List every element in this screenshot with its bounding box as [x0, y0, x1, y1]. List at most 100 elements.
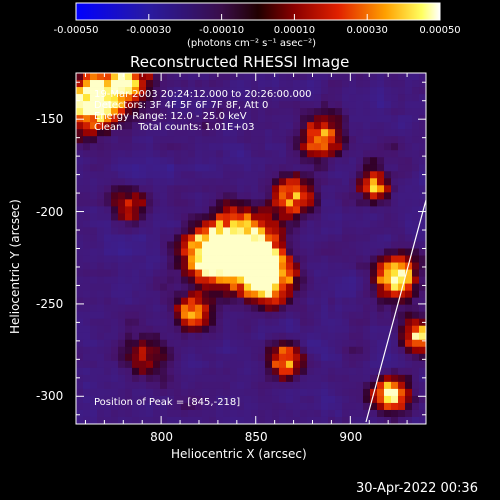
- image-pixel: [272, 115, 280, 123]
- image-pixel: [286, 409, 294, 418]
- image-pixel: [153, 318, 161, 327]
- image-pixel: [398, 339, 406, 348]
- image-pixel: [314, 143, 322, 151]
- image-pixel: [237, 129, 245, 137]
- image-pixel: [237, 143, 245, 151]
- overlay-energy: Energy Range: 12.0 - 25.0 keV: [94, 111, 247, 122]
- image-pixel: [300, 192, 308, 200]
- image-pixel: [111, 199, 119, 207]
- image-pixel: [125, 185, 133, 193]
- image-pixel: [321, 164, 329, 172]
- image-pixel: [342, 227, 350, 235]
- image-pixel: [265, 108, 273, 116]
- image-pixel: [139, 164, 147, 172]
- image-pixel: [230, 381, 238, 390]
- image-pixel: [258, 325, 266, 334]
- image-pixel: [251, 157, 259, 165]
- image-pixel: [384, 402, 392, 411]
- image-pixel: [195, 374, 203, 383]
- image-pixel: [244, 353, 252, 362]
- image-pixel: [405, 276, 413, 284]
- image-pixel: [370, 73, 378, 81]
- image-pixel: [244, 220, 252, 228]
- image-pixel: [132, 402, 140, 411]
- image-pixel: [370, 80, 378, 88]
- image-pixel: [188, 94, 196, 102]
- image-pixel: [377, 248, 385, 256]
- image-pixel: [209, 241, 217, 249]
- image-pixel: [244, 199, 252, 207]
- image-pixel: [104, 108, 112, 116]
- image-pixel: [300, 297, 308, 306]
- image-pixel: [314, 318, 322, 327]
- image-pixel: [307, 157, 315, 165]
- image-pixel: [412, 73, 420, 81]
- image-pixel: [251, 220, 259, 228]
- image-pixel: [349, 248, 357, 256]
- image-pixel: [265, 346, 273, 355]
- image-pixel: [153, 381, 161, 390]
- image-pixel: [83, 143, 91, 151]
- image-pixel: [328, 311, 336, 320]
- image-pixel: [391, 367, 399, 376]
- image-pixel: [321, 122, 329, 130]
- image-pixel: [146, 150, 154, 158]
- image-pixel: [272, 395, 280, 404]
- image-pixel: [146, 87, 154, 95]
- image-pixel: [118, 248, 126, 256]
- image-pixel: [167, 367, 175, 376]
- image-pixel: [272, 388, 280, 397]
- image-pixel: [279, 80, 287, 88]
- image-pixel: [391, 206, 399, 214]
- image-pixel: [258, 115, 266, 123]
- image-pixel: [118, 353, 126, 362]
- image-pixel: [188, 129, 196, 137]
- image-pixel: [391, 332, 399, 341]
- image-pixel: [237, 353, 245, 362]
- image-pixel: [398, 318, 406, 327]
- image-pixel: [125, 325, 133, 334]
- image-pixel: [370, 311, 378, 320]
- image-pixel: [377, 94, 385, 102]
- image-pixel: [300, 73, 308, 81]
- image-pixel: [181, 157, 189, 165]
- image-pixel: [286, 94, 294, 102]
- image-pixel: [377, 73, 385, 81]
- image-pixel: [335, 192, 343, 200]
- image-pixel: [230, 283, 238, 292]
- image-pixel: [398, 122, 406, 130]
- image-pixel: [412, 178, 420, 186]
- image-pixel: [104, 234, 112, 242]
- image-pixel: [83, 185, 91, 193]
- image-pixel: [237, 325, 245, 334]
- image-pixel: [265, 297, 273, 306]
- image-pixel: [419, 192, 427, 200]
- image-pixel: [412, 227, 420, 235]
- image-pixel: [90, 234, 98, 242]
- image-pixel: [188, 283, 196, 292]
- image-pixel: [335, 353, 343, 362]
- image-pixel: [90, 171, 98, 179]
- image-pixel: [251, 213, 259, 221]
- image-pixel: [251, 276, 259, 284]
- image-pixel: [90, 395, 98, 404]
- image-pixel: [195, 409, 203, 418]
- image-pixel: [97, 108, 105, 116]
- image-pixel: [202, 164, 210, 172]
- image-pixel: [279, 220, 287, 228]
- image-pixel: [251, 185, 259, 193]
- image-pixel: [356, 87, 364, 95]
- image-pixel: [328, 143, 336, 151]
- image-pixel: [202, 206, 210, 214]
- image-pixel: [216, 94, 224, 102]
- image-pixel: [370, 262, 378, 270]
- image-pixel: [181, 178, 189, 186]
- image-pixel: [335, 416, 343, 425]
- image-pixel: [223, 199, 231, 207]
- image-pixel: [370, 367, 378, 376]
- image-pixel: [125, 108, 133, 116]
- image-pixel: [139, 360, 147, 369]
- image-pixel: [321, 213, 329, 221]
- image-pixel: [174, 381, 182, 390]
